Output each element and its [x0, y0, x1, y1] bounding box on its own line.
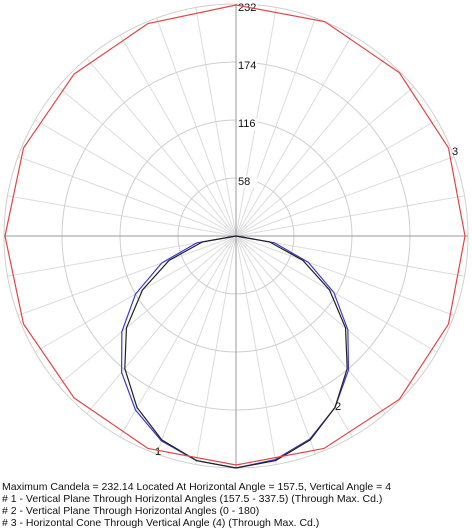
r-tick-label: 174 [238, 60, 256, 72]
r-tick-label: 232 [238, 2, 256, 14]
tick-label-bg [237, 118, 257, 130]
tick-label-bg [237, 176, 257, 188]
note: # 2 - Vertical Plane Through Horizontal … [2, 505, 259, 517]
note: # 3 - Horizontal Cone Through Vertical A… [2, 517, 319, 529]
series-label: 2 [335, 401, 341, 413]
r-tick-label: 116 [238, 118, 256, 130]
note: # 1 - Vertical Plane Through Horizontal … [2, 493, 382, 505]
tick-label-bg [237, 2, 257, 14]
series-line [4, 4, 466, 466]
series-line [124, 235, 348, 469]
r-tick-label: 58 [238, 176, 250, 188]
series-label: 3 [452, 146, 458, 158]
series-label: 1 [155, 446, 161, 458]
note: Maximum Candela = 232.14 Located At Hori… [2, 481, 391, 493]
tick-label-bg [237, 60, 257, 72]
